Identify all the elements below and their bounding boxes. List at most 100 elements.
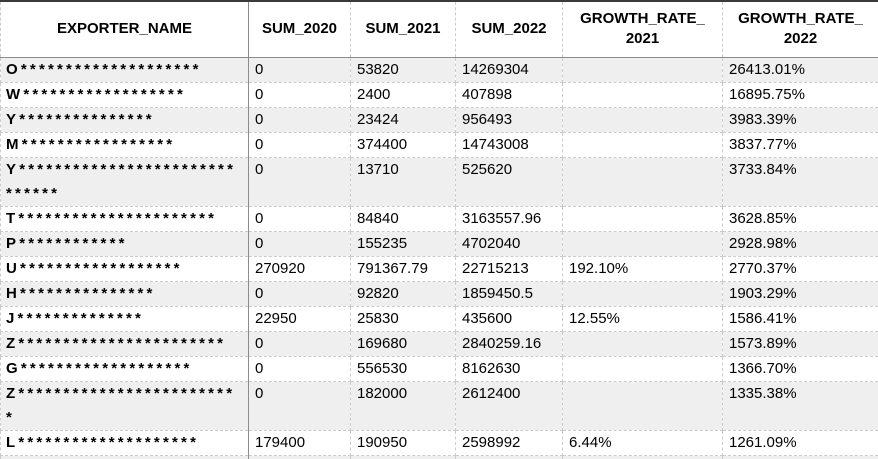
header-line-2: 2022	[783, 30, 818, 48]
sum-2022-cell: 435600	[455, 305, 563, 332]
column-header-exporter-name: EXPORTER_NAME	[0, 0, 249, 58]
sum-2020-cell: 0	[248, 230, 351, 257]
sum-2021-cell: 53820	[350, 56, 456, 83]
sum-2022-cell: 3163557.96	[455, 205, 563, 232]
sum-2021-cell: 23424	[350, 106, 456, 133]
sum-2022-cell: 14743008	[455, 131, 563, 158]
sum-2020-cell: 0	[248, 56, 351, 83]
growth-rate-2021-cell: 192.10%	[562, 255, 723, 282]
sum-2021-cell: 169680	[350, 330, 456, 357]
column-header-growth-rate-2022: GROWTH_RATE_ 2022	[722, 0, 878, 58]
table-row: P************ 0 155235 4702040 2928.98%	[0, 230, 878, 257]
sum-2022-cell: 525620	[455, 156, 563, 207]
exporter-name-cell: L********************	[0, 429, 249, 456]
header-line-1: GROWTH_RATE_	[580, 10, 705, 28]
sum-2020-cell: 0	[248, 156, 351, 207]
table-row: Y*************** 0 23424 956493 3983.39%	[0, 106, 878, 133]
sum-2022-cell	[455, 454, 563, 459]
sum-2022-cell: 22715213	[455, 255, 563, 282]
growth-rate-2021-cell	[562, 230, 723, 257]
table-row: Y****************************** 0 13710 …	[0, 156, 878, 207]
growth-rate-2022-cell: 1573.89%	[722, 330, 878, 357]
table-row: Z*********************** 0 169680 284025…	[0, 330, 878, 357]
exporter-name-cell: M*****************	[0, 131, 249, 158]
growth-rate-2022-cell: 1903.29%	[722, 280, 878, 307]
sum-2021-cell: 374400	[350, 131, 456, 158]
table-row: J************** 22950 25830 435600 12.55…	[0, 305, 878, 332]
exporter-name-cell: P************	[0, 230, 249, 257]
growth-rate-2022-cell: 1335.38%	[722, 380, 878, 431]
sum-2022-cell: 1859450.5	[455, 280, 563, 307]
sum-2020-cell: 0	[248, 355, 351, 382]
sum-2022-cell: 2598992	[455, 429, 563, 456]
sum-2021-cell: 84840	[350, 205, 456, 232]
growth-rate-2022-cell: 3983.39%	[722, 106, 878, 133]
growth-rate-2022-cell: 3837.77%	[722, 131, 878, 158]
sum-2022-cell: 14269304	[455, 56, 563, 83]
table-row: L******************** 179400 190950 2598…	[0, 429, 878, 456]
sum-2021-cell: 92820	[350, 280, 456, 307]
exporter-name-cell: T**********************	[0, 205, 249, 232]
header-line-1: GROWTH_RATE_	[738, 10, 863, 28]
growth-rate-2021-cell	[562, 131, 723, 158]
growth-rate-2021-cell	[562, 330, 723, 357]
table-row: U****************** 270920 791367.79 227…	[0, 255, 878, 282]
growth-rate-2022-cell	[722, 454, 878, 459]
growth-rate-2021-cell	[562, 56, 723, 83]
table-body: O******************** 0 53820 14269304 2…	[0, 56, 878, 459]
sum-2021-cell: 2400	[350, 81, 456, 108]
exporter-name-cell: Z***********************	[0, 330, 249, 357]
table-row: W****************** 0 2400 407898 16895.…	[0, 81, 878, 108]
table-row-partial	[0, 454, 878, 459]
growth-rate-2022-cell: 1586.41%	[722, 305, 878, 332]
sum-2021-cell: 190950	[350, 429, 456, 456]
growth-rate-2021-cell	[562, 355, 723, 382]
growth-rate-2021-cell	[562, 81, 723, 108]
growth-rate-2022-cell: 1261.09%	[722, 429, 878, 456]
sum-2022-cell: 2840259.16	[455, 330, 563, 357]
sum-2020-cell: 0	[248, 205, 351, 232]
exporter-name-cell: O********************	[0, 56, 249, 83]
sum-2022-cell: 407898	[455, 81, 563, 108]
growth-rate-2022-cell: 2770.37%	[722, 255, 878, 282]
table-row: G******************* 0 556530 8162630 13…	[0, 355, 878, 382]
exporter-name-cell: J**************	[0, 305, 249, 332]
sum-2021-cell: 13710	[350, 156, 456, 207]
sum-2020-cell	[248, 454, 351, 459]
sum-2020-cell: 0	[248, 330, 351, 357]
table-row: H*************** 0 92820 1859450.5 1903.…	[0, 280, 878, 307]
growth-rate-2022-cell: 3733.84%	[722, 156, 878, 207]
growth-rate-2021-cell	[562, 280, 723, 307]
table-row: M***************** 0 374400 14743008 383…	[0, 131, 878, 158]
exporter-name-cell	[0, 454, 249, 459]
growth-rate-2022-cell: 26413.01%	[722, 56, 878, 83]
sum-2022-cell: 8162630	[455, 355, 563, 382]
sum-2021-cell: 25830	[350, 305, 456, 332]
sum-2020-cell: 0	[248, 280, 351, 307]
column-header-sum-2020: SUM_2020	[248, 0, 351, 58]
sum-2020-cell: 179400	[248, 429, 351, 456]
growth-rate-2022-cell: 3628.85%	[722, 205, 878, 232]
table-row: T********************** 0 84840 3163557.…	[0, 205, 878, 232]
growth-rate-2022-cell: 16895.75%	[722, 81, 878, 108]
sum-2021-cell: 791367.79	[350, 255, 456, 282]
header-line-2: 2021	[625, 30, 660, 48]
sum-2021-cell: 182000	[350, 380, 456, 431]
column-header-sum-2022: SUM_2022	[455, 0, 563, 58]
growth-rate-2021-cell	[562, 380, 723, 431]
table-header-row: EXPORTER_NAME SUM_2020 SUM_2021 SUM_2022…	[0, 0, 878, 58]
growth-rate-2021-cell	[562, 454, 723, 459]
sum-2021-cell: 556530	[350, 355, 456, 382]
sum-2020-cell: 0	[248, 81, 351, 108]
sum-2022-cell: 2612400	[455, 380, 563, 431]
sum-2020-cell: 0	[248, 106, 351, 133]
column-header-sum-2021: SUM_2021	[350, 0, 456, 58]
growth-rate-2022-cell: 1366.70%	[722, 355, 878, 382]
sum-2020-cell: 0	[248, 380, 351, 431]
sum-2021-cell: 155235	[350, 230, 456, 257]
growth-rate-2021-cell	[562, 205, 723, 232]
growth-rate-2021-cell: 12.55%	[562, 305, 723, 332]
growth-rate-2021-cell: 6.44%	[562, 429, 723, 456]
